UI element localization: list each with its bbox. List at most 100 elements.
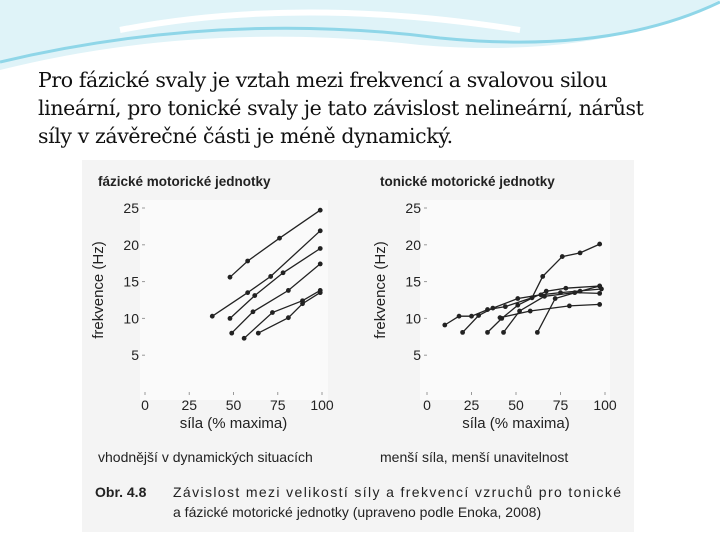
data-point: [255, 330, 261, 336]
x-tick-label: 0: [423, 397, 431, 413]
decoration: [0, 0, 720, 64]
data-point: [497, 315, 503, 321]
plot-background: [140, 200, 328, 400]
y-tick-label: 10: [123, 310, 139, 326]
series-line: [229, 247, 321, 319]
data-point: [460, 329, 465, 335]
data-point: [280, 270, 286, 276]
chart-title: fázické motorické jednotky: [98, 174, 271, 189]
data-point: [540, 274, 546, 279]
text-line: síly v závěrečné části je méně dynamický…: [38, 124, 453, 148]
x-tick-label: 50: [226, 397, 242, 413]
y-tick-label: 5: [413, 347, 421, 363]
x-tick-label: 75: [270, 397, 286, 413]
data-point: [567, 303, 572, 309]
data-point: [317, 290, 323, 296]
data-point: [559, 254, 565, 259]
note: vhodnější v dynamických situacích: [98, 449, 313, 465]
data-point: [542, 293, 547, 299]
caption-label: Obr. 4.8: [95, 484, 147, 500]
data-point: [317, 246, 323, 251]
y-tick-label: 15: [123, 274, 139, 290]
data-point: [241, 335, 247, 341]
series-line: [231, 263, 321, 334]
series-line: [229, 209, 321, 278]
caption: Závislost mezi velikostí síly a frekvenc…: [173, 484, 621, 500]
data-point: [456, 313, 462, 319]
series-line: [536, 285, 600, 333]
data-point: [270, 310, 275, 315]
data-point: [517, 308, 522, 314]
data-point: [317, 261, 323, 267]
data-point: [469, 313, 474, 319]
x-tick-label: 100: [310, 397, 334, 413]
data-point: [442, 322, 448, 328]
data-point: [250, 309, 256, 315]
data-point: [501, 329, 506, 335]
data-point: [252, 293, 258, 298]
data-point: [285, 315, 291, 321]
series-line: [211, 230, 321, 317]
x-tick-label: 25: [181, 397, 197, 413]
data-point: [485, 329, 490, 335]
y-tick-label: 20: [405, 237, 421, 253]
note: menší síla, menší unavitelnost: [380, 449, 568, 465]
data-point: [527, 308, 533, 314]
data-point: [552, 296, 558, 301]
data-point: [515, 296, 521, 301]
data-point: [245, 290, 251, 296]
data-point: [502, 304, 508, 310]
y-tick-label: 20: [123, 237, 139, 253]
data-point: [245, 258, 251, 264]
x-tick-label: 100: [593, 397, 617, 413]
chart-title: tonické motorické jednotky: [380, 174, 555, 189]
data-point: [277, 235, 282, 241]
data-point: [577, 250, 583, 256]
data-point: [515, 302, 521, 308]
slide-text: Pro fázické svaly je vztah mezi frekvenc…: [38, 66, 644, 150]
x-tick-label: 75: [553, 397, 569, 413]
x-tick-label: 25: [464, 397, 480, 413]
data-point: [543, 288, 549, 294]
data-point: [317, 228, 323, 234]
y-axis-label: frekvence (Hz): [372, 241, 389, 339]
data-point: [268, 274, 274, 279]
series-line: [487, 285, 600, 333]
data-point: [317, 207, 323, 213]
data-point: [577, 288, 583, 294]
data-point: [597, 302, 603, 307]
y-tick-label: 5: [131, 347, 139, 363]
data-point: [229, 330, 235, 336]
data-point: [597, 241, 603, 247]
data-point: [300, 301, 305, 307]
data-point: [597, 283, 603, 289]
y-tick-label: 25: [405, 200, 421, 216]
data-point: [227, 316, 233, 321]
x-axis-label: síla (% maxima): [462, 415, 570, 432]
y-tick-label: 15: [405, 274, 421, 290]
y-axis-label: frekvence (Hz): [90, 241, 107, 339]
x-tick-label: 50: [508, 397, 524, 413]
data-point: [227, 274, 233, 280]
data-point: [285, 288, 291, 293]
series-line: [444, 243, 600, 326]
y-tick-label: 25: [123, 200, 139, 216]
x-axis-label: síla (% maxima): [180, 415, 288, 432]
text-line: Pro fázické svaly je vztah mezi frekvenc…: [38, 68, 608, 92]
data-point: [597, 290, 603, 296]
text-line: lineární, pro tonické svaly je tato závi…: [38, 96, 644, 120]
caption: a fázické motorické jednotky (upraveno p…: [173, 504, 541, 520]
series-line: [243, 289, 321, 339]
y-tick-label: 10: [405, 310, 421, 326]
data-point: [534, 329, 540, 335]
series-line: [499, 303, 600, 319]
data-point: [490, 305, 496, 311]
data-point: [563, 285, 569, 291]
decoration: [119, 9, 521, 33]
x-tick-label: 0: [141, 397, 149, 413]
data-point: [476, 313, 482, 318]
series-line: [258, 292, 321, 334]
data-point: [209, 313, 215, 319]
